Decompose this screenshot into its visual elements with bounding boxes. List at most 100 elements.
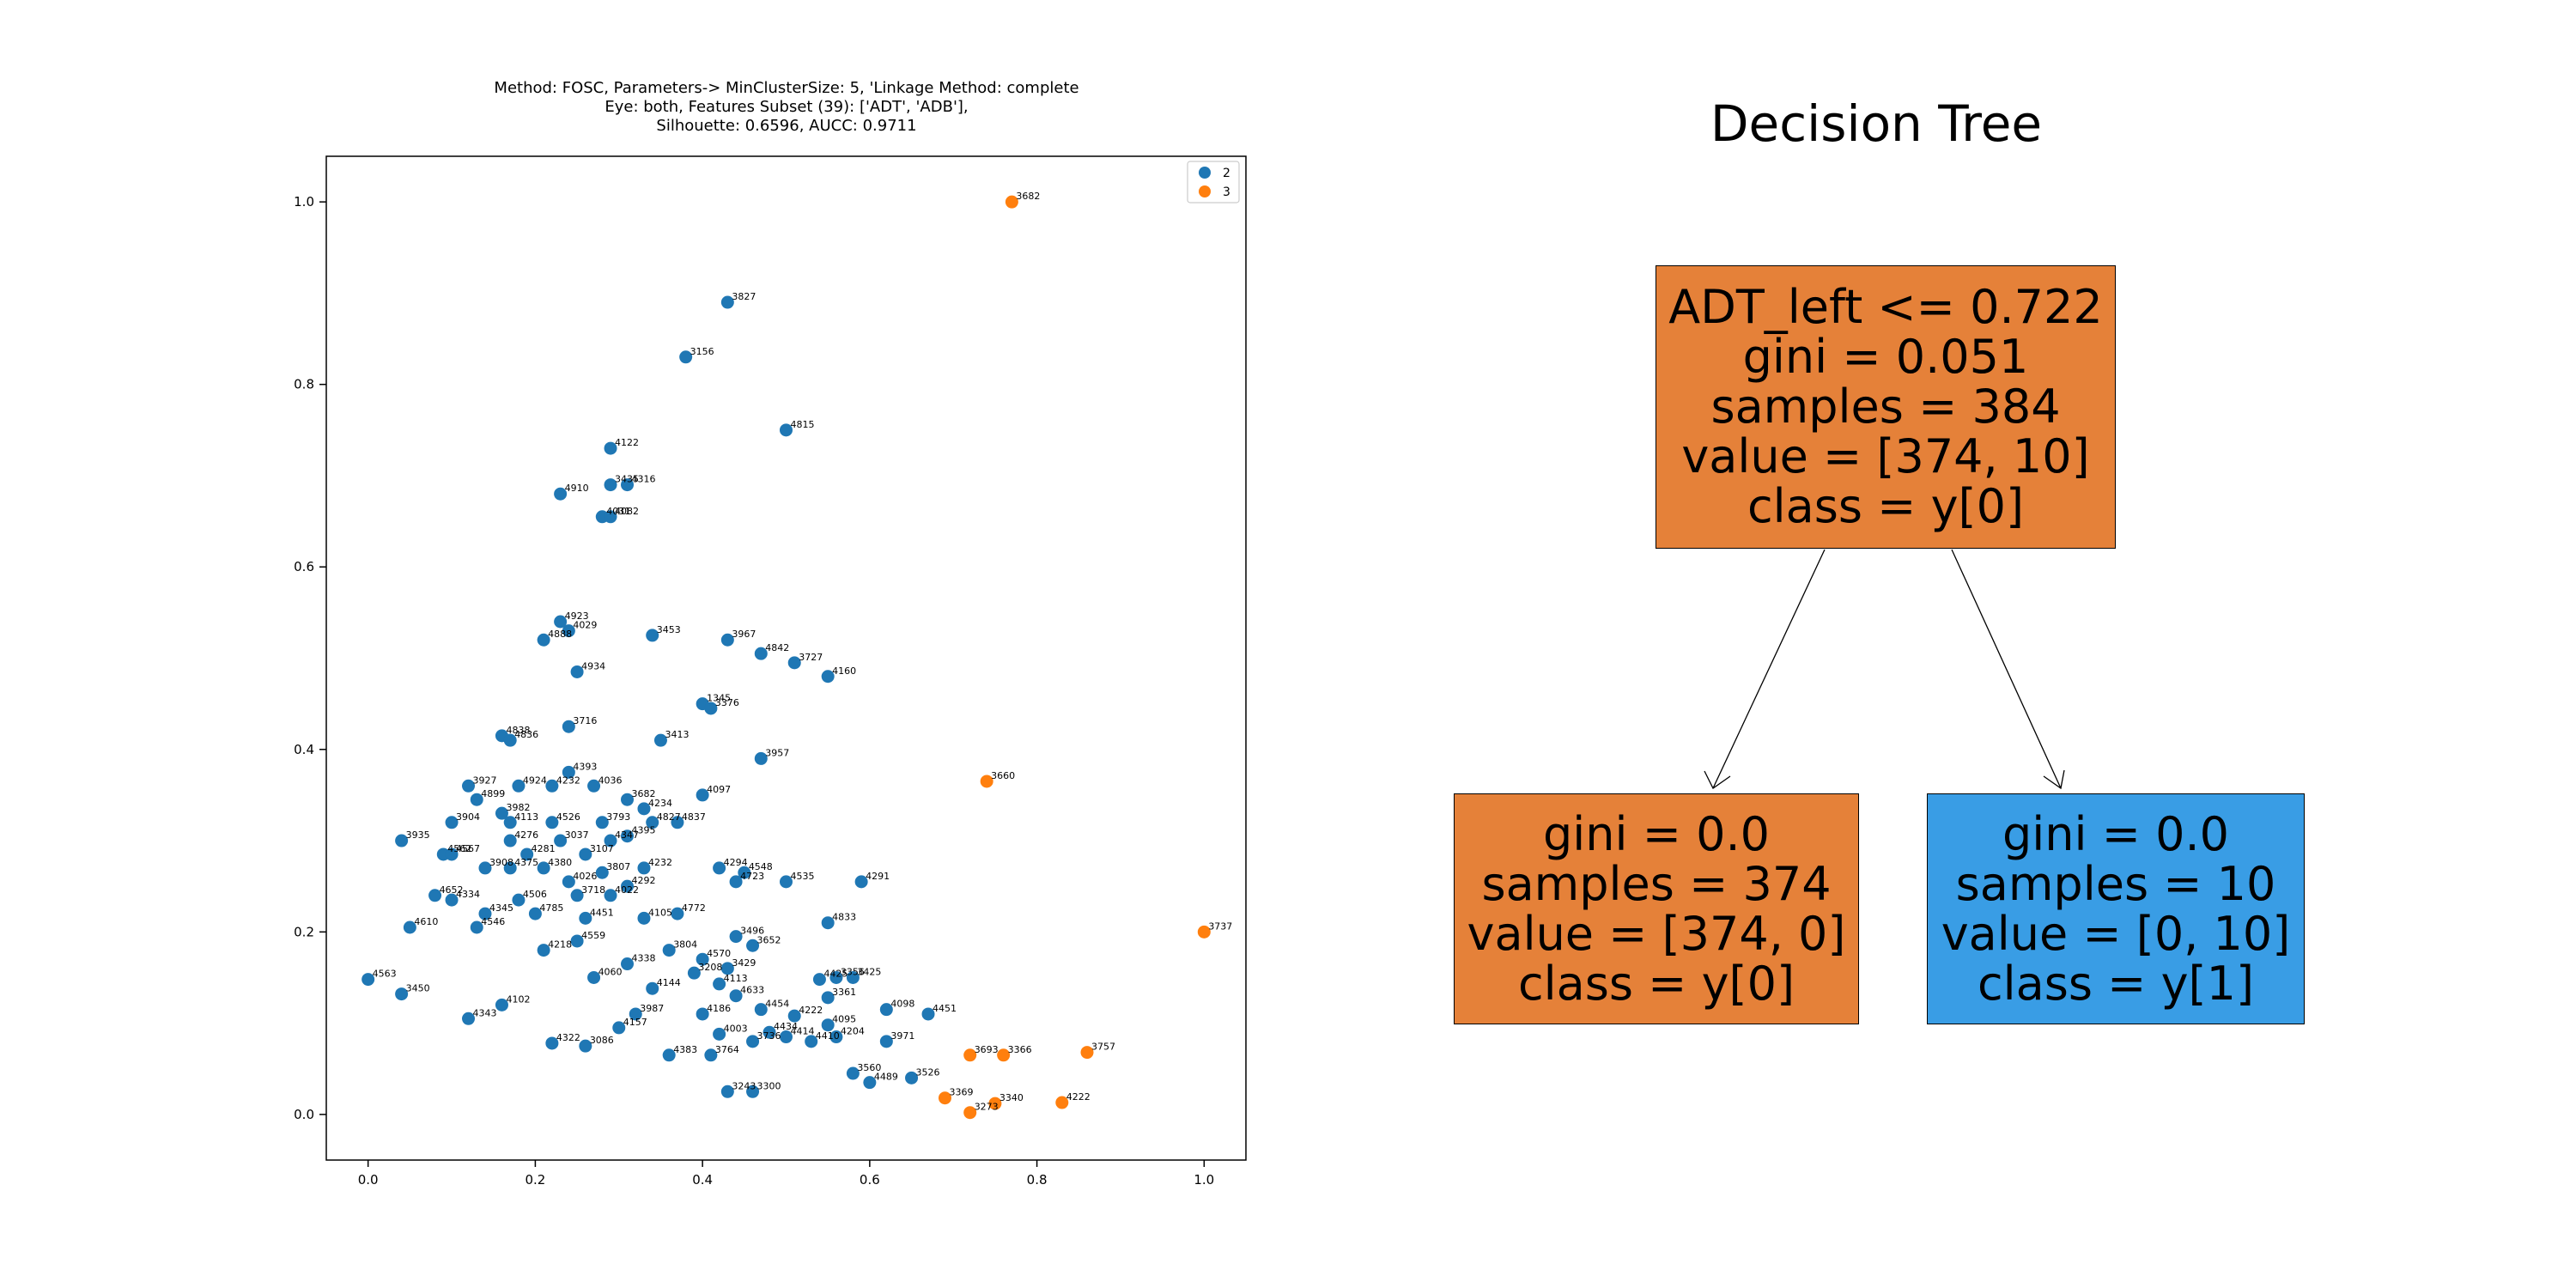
scatter-point-label: 4559	[581, 930, 605, 941]
scatter-point-cluster-2	[720, 1084, 734, 1098]
scatter-point-cluster-2	[579, 848, 592, 861]
scatter-point-cluster-2	[562, 720, 575, 733]
right-samples: samples = 10	[1955, 856, 2276, 911]
scatter-point-label: 4380	[548, 857, 572, 868]
scatter-point-label: 3369	[949, 1087, 973, 1098]
tree-node-right: gini = 0.0 samples = 10 value = [0, 10] …	[1927, 793, 2305, 1024]
scatter-point-label: 4888	[548, 629, 572, 640]
scatter-point-label: 4827	[657, 811, 681, 823]
scatter-point-label: 3526	[916, 1066, 940, 1078]
x-tick-label: 0.8	[1027, 1172, 1048, 1188]
scatter-point-cluster-2	[671, 816, 684, 829]
scatter-point-label: 4026	[573, 871, 597, 882]
scatter-point-cluster-2	[720, 633, 734, 647]
legend-marker-2	[1199, 167, 1211, 179]
scatter-point-cluster-2	[537, 633, 550, 647]
scatter-point-label: 4610	[414, 916, 438, 927]
scatter-point-label: 4924	[523, 775, 547, 786]
scatter-point-cluster-2	[662, 1048, 676, 1062]
scatter-point-label: 4567	[456, 843, 480, 854]
scatter-point-cluster-2	[470, 793, 483, 806]
scatter-point-cluster-2	[713, 1027, 726, 1041]
x-tick-label: 0.2	[525, 1172, 545, 1188]
scatter-point-label: 3987	[640, 1003, 664, 1014]
scatter-point-cluster-2	[554, 834, 568, 848]
scatter-title-line-2: Eye: both, Features Subset (39): ['ADT',…	[605, 98, 968, 116]
scatter-point-label: 4842	[765, 642, 789, 653]
scatter-point-cluster-2	[696, 1007, 709, 1021]
scatter-point-label: 3737	[1208, 920, 1232, 932]
scatter-point-cluster-2	[746, 1084, 760, 1098]
scatter-point-label: 3927	[473, 775, 497, 786]
scatter-point-cluster-2	[395, 987, 409, 1001]
scatter-point-cluster-3	[988, 1097, 1002, 1110]
scatter-point-label: 4838	[506, 725, 530, 736]
legend-box	[1187, 161, 1240, 204]
scatter-point-label: 4506	[523, 889, 547, 900]
scatter-point-cluster-2	[528, 907, 542, 920]
scatter-point-label: 4633	[740, 985, 764, 996]
scatter-point-label: 4837	[682, 811, 706, 823]
tree-edges	[1704, 549, 2065, 790]
scatter-point-cluster-2	[545, 816, 559, 829]
scatter-point-label: 4451	[933, 1003, 957, 1014]
scatter-point-label: 4144	[657, 977, 681, 988]
scatter-point-cluster-2	[738, 866, 751, 879]
scatter-point-label: 4232	[556, 775, 580, 786]
scatter-point-label: 4234	[648, 798, 672, 809]
scatter-point-cluster-3	[1080, 1046, 1094, 1060]
legend: 2 3	[1187, 161, 1240, 204]
right-gini: gini = 0.0	[2002, 806, 2229, 861]
x-tick-label: 0.4	[692, 1172, 713, 1188]
scatter-point-label: 3208	[698, 962, 722, 973]
scatter-point-cluster-2	[720, 962, 734, 975]
scatter-point-cluster-2	[653, 733, 667, 747]
scatter-point-label: 3682	[632, 788, 656, 799]
left-samples: samples = 374	[1481, 856, 1832, 911]
scatter-point-label: 4343	[473, 1007, 497, 1018]
scatter-point-cluster-2	[503, 861, 517, 875]
scatter-point-label: 4186	[707, 1003, 731, 1014]
tree-title: Decision Tree	[1710, 94, 2043, 153]
scatter-point-label: 3764	[715, 1044, 739, 1055]
scatter-point-label: 4934	[581, 660, 605, 671]
scatter-point-label: 4292	[632, 875, 656, 886]
scatter-point-cluster-2	[503, 816, 517, 829]
scatter-point-cluster-2	[821, 1018, 835, 1032]
scatter-point-label: 4414	[791, 1026, 815, 1037]
scatter-point-cluster-2	[787, 656, 801, 670]
scatter-point-label: 4036	[598, 775, 623, 786]
left-gini: gini = 0.0	[1543, 806, 1770, 861]
scatter-point-label: 4022	[615, 884, 639, 896]
scatter-point-cluster-2	[595, 866, 609, 879]
scatter-point-cluster-2	[821, 670, 835, 683]
scatter-point-cluster-2	[812, 973, 826, 987]
scatter-point-label: 3496	[740, 926, 764, 937]
x-tick-label: 1.0	[1194, 1172, 1214, 1188]
scatter-point-cluster-2	[562, 765, 575, 779]
scatter-point-label: 4393	[573, 761, 597, 772]
scatter-point-label: 4097	[707, 784, 731, 795]
scatter-point-label: 4291	[866, 871, 890, 882]
scatter-point-cluster-2	[537, 944, 550, 957]
scatter-point-label: 4910	[565, 483, 589, 494]
scatter-point-label: 4029	[573, 620, 597, 631]
legend-marker-3	[1199, 185, 1211, 197]
scatter-point-cluster-2	[562, 875, 575, 889]
scatter-point-label: 4451	[590, 907, 614, 918]
scatter-point-cluster-3	[1005, 195, 1018, 209]
scatter-point-label: 4489	[874, 1072, 898, 1083]
scatter-point-label: 3652	[757, 934, 781, 945]
scatter-point-label: 4334	[456, 889, 480, 900]
scatter-point-label: 3429	[732, 957, 756, 969]
scatter-point-cluster-3	[997, 1048, 1011, 1062]
scatter-point-cluster-2	[621, 829, 635, 843]
scatter-point-label: 4546	[481, 916, 505, 927]
scatter-point-cluster-2	[637, 861, 651, 875]
scatter-point-cluster-2	[671, 907, 684, 920]
scatter-point-cluster-2	[905, 1071, 919, 1084]
y-tick-label: 0.4	[294, 742, 314, 757]
scatter-point-cluster-2	[503, 733, 517, 747]
scatter-point-cluster-2	[879, 1035, 893, 1048]
scatter-point-cluster-2	[462, 1012, 476, 1025]
